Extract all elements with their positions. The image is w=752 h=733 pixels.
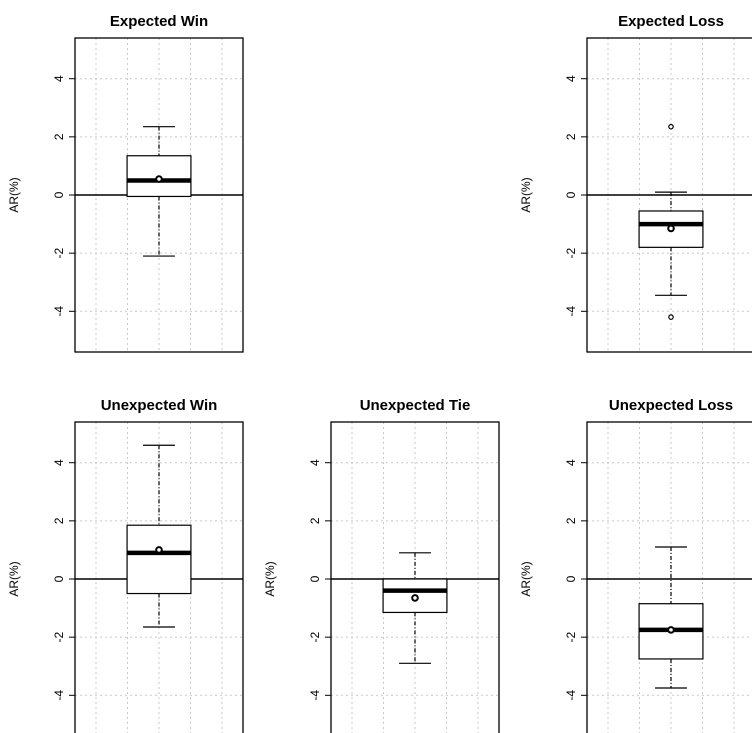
plot-frame: [74, 37, 244, 353]
outlier-point: [668, 314, 674, 320]
y-tick-label: -2: [52, 247, 66, 258]
y-tick-label: 2: [308, 517, 322, 524]
plot-frame: [586, 421, 752, 733]
panel-0: 4 2 0 -2 -4 AR(%) Expected Win: [7, 13, 244, 353]
y-axis-label: AR(%): [263, 561, 277, 596]
plot-frame: [586, 37, 752, 353]
mean-marker: [155, 175, 163, 183]
y-tick-label: 0: [52, 575, 66, 582]
y-tick-label: 4: [564, 459, 578, 466]
panel-3: 4 2 0 -2 -4 AR(%) Unexpected Tie: [263, 397, 500, 733]
y-tick-label: -4: [52, 690, 66, 701]
y-axis-label: AR(%): [7, 561, 21, 596]
panel-title: Unexpected Win: [101, 397, 218, 414]
panel-4: 4 2 0 -2 -4 AR(%) Unexpected Loss: [519, 397, 752, 733]
y-axis-label: AR(%): [519, 177, 533, 212]
y-tick-label: -2: [564, 631, 578, 642]
y-tick-label: 0: [308, 575, 322, 582]
y-tick-label: 4: [308, 459, 322, 466]
mean-marker: [155, 546, 163, 554]
y-tick-label: 2: [564, 133, 578, 140]
y-tick-label: 4: [564, 75, 578, 82]
y-tick-label: 4: [52, 459, 66, 466]
mean-marker: [411, 594, 419, 602]
panel-title: Expected Win: [110, 13, 208, 30]
y-tick-label: -2: [564, 247, 578, 258]
panel-title: Unexpected Tie: [360, 397, 471, 414]
panel-2: 4 2 0 -2 -4 AR(%) Unexpected Win: [7, 397, 244, 733]
y-tick-label: -2: [308, 631, 322, 642]
y-axis-label: AR(%): [519, 561, 533, 596]
y-tick-label: -4: [308, 690, 322, 701]
y-tick-label: -4: [564, 306, 578, 317]
y-axis-label: AR(%): [7, 177, 21, 212]
y-tick-label: -4: [564, 690, 578, 701]
iqr-box: [126, 524, 192, 595]
y-tick-label: -2: [52, 631, 66, 642]
panel-title: Unexpected Loss: [609, 397, 733, 414]
outlier-point: [668, 123, 674, 130]
mean-marker: [667, 626, 675, 634]
plot-frame: [330, 421, 500, 733]
y-tick-label: 2: [564, 517, 578, 524]
plot-frame: [74, 421, 244, 733]
y-tick-label: 2: [52, 133, 66, 140]
panel-title: Expected Loss: [618, 13, 724, 30]
y-tick-label: -4: [52, 306, 66, 317]
mean-marker: [667, 224, 675, 233]
y-tick-label: 0: [52, 191, 66, 198]
y-tick-label: 0: [564, 191, 578, 198]
panel-1: 4 2 0 -2 -4 AR(%) Expected Loss: [519, 13, 752, 353]
y-tick-label: 2: [52, 517, 66, 524]
y-tick-label: 0: [564, 575, 578, 582]
y-tick-label: 4: [52, 75, 66, 82]
